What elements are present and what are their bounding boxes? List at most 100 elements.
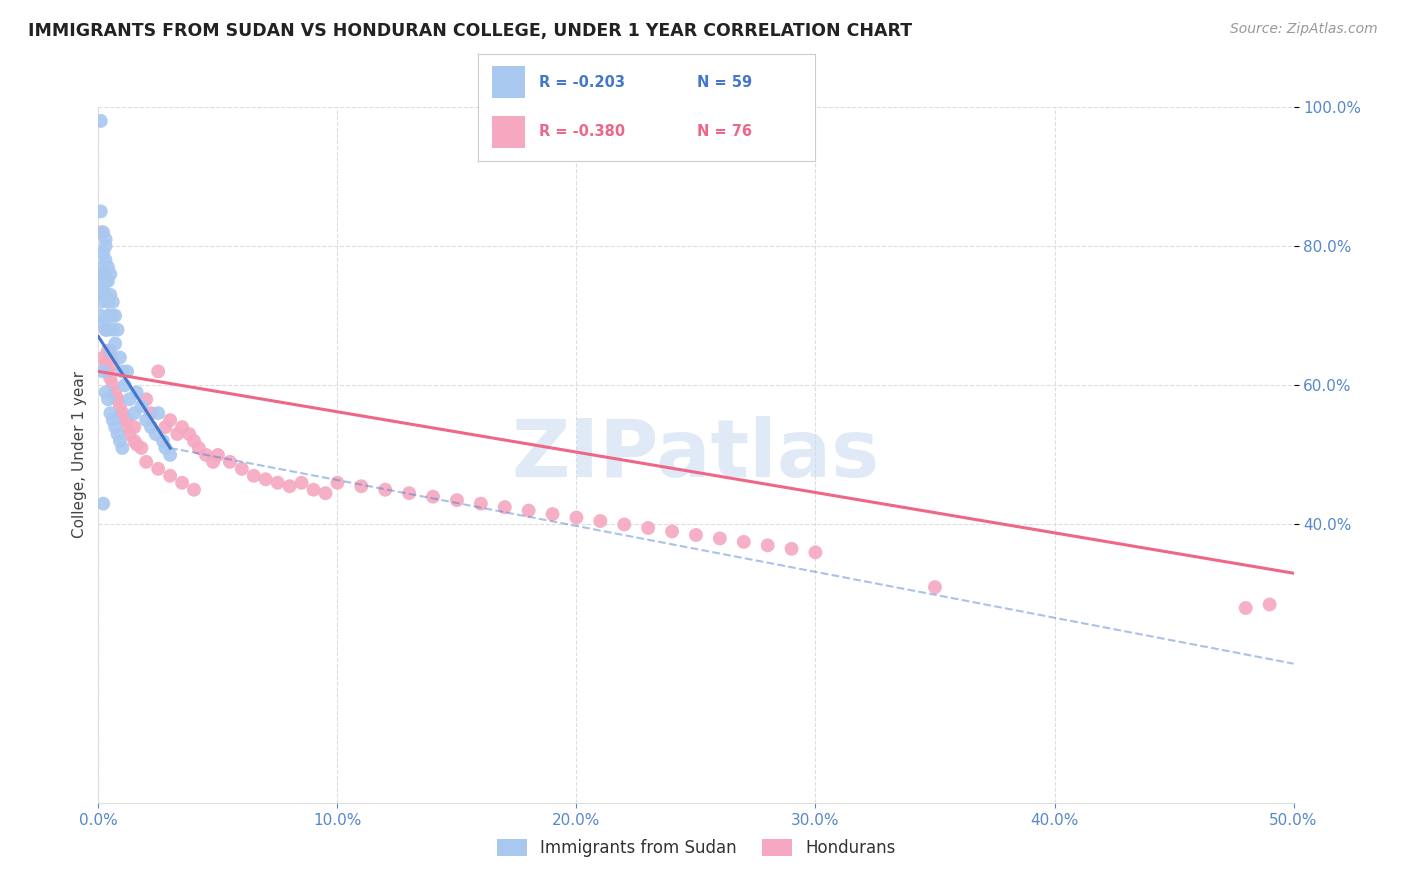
Point (422, 490, 444, 504)
Point (94, 232, 117, 246)
Point (124, 420, 146, 434)
Point (107, 323, 129, 337)
Point (101, 358, 124, 372)
Point (94, 239, 117, 253)
Point (90, 274, 112, 288)
Point (131, 441, 153, 455)
Point (111, 406, 134, 420)
Point (111, 406, 134, 420)
Point (155, 441, 177, 455)
Point (97, 274, 120, 288)
Point (115, 413, 138, 427)
Point (780, 541, 803, 556)
Point (91, 497, 114, 511)
Point (94, 323, 117, 337)
Point (152, 434, 174, 448)
Point (98, 343, 122, 358)
Point (104, 336, 127, 351)
Point (98, 371, 122, 385)
Y-axis label: College, Under 1 year: College, Under 1 year (72, 371, 87, 539)
Point (108, 434, 131, 448)
Point (924, 580, 946, 594)
Point (91, 351, 114, 365)
Point (172, 420, 194, 434)
Point (159, 448, 181, 462)
Point (565, 510, 588, 524)
Point (207, 448, 229, 462)
Point (756, 538, 779, 552)
Point (91, 281, 114, 295)
Point (135, 413, 157, 427)
Point (589, 514, 612, 528)
Point (91, 267, 114, 281)
Text: IMMIGRANTS FROM SUDAN VS HONDURAN COLLEGE, UNDER 1 YEAR CORRELATION CHART: IMMIGRANTS FROM SUDAN VS HONDURAN COLLEG… (28, 22, 912, 40)
Point (202, 455, 225, 469)
Point (114, 378, 136, 392)
Point (139, 406, 162, 420)
Point (101, 413, 124, 427)
Point (231, 462, 253, 476)
Point (97, 260, 120, 274)
Point (98, 288, 122, 302)
Point (124, 434, 146, 448)
Point (315, 486, 337, 500)
Point (98, 267, 122, 281)
Point (302, 483, 325, 497)
Point (108, 351, 131, 365)
Point (107, 427, 129, 442)
Point (470, 497, 492, 511)
Point (1258, 598, 1281, 612)
Point (267, 475, 290, 490)
Point (118, 392, 141, 407)
Point (179, 427, 201, 442)
Point (115, 364, 138, 378)
Point (90, 309, 112, 323)
Point (101, 378, 124, 392)
Point (125, 385, 148, 400)
Point (1234, 601, 1257, 615)
Point (111, 441, 134, 455)
Point (97, 309, 120, 323)
Point (159, 413, 181, 427)
Text: Source: ZipAtlas.com: Source: ZipAtlas.com (1230, 22, 1378, 37)
Point (243, 468, 266, 483)
Point (254, 472, 277, 486)
Point (90, 288, 112, 302)
Text: N = 76: N = 76 (697, 124, 752, 139)
Bar (492, 66, 526, 98)
Point (804, 545, 827, 559)
Point (159, 468, 181, 483)
Point (166, 427, 188, 442)
Point (98, 309, 122, 323)
Point (350, 479, 373, 493)
Point (131, 399, 153, 413)
Point (94, 288, 117, 302)
Point (91, 246, 114, 260)
Point (98, 406, 122, 420)
Point (446, 493, 468, 508)
Point (517, 503, 540, 517)
Point (104, 385, 127, 400)
Point (398, 486, 420, 500)
Point (91, 225, 114, 239)
Point (172, 475, 194, 490)
Point (97, 392, 120, 407)
Point (90, 225, 112, 239)
Point (709, 532, 731, 546)
Point (148, 462, 170, 476)
Point (637, 521, 659, 535)
Point (94, 274, 117, 288)
Point (135, 392, 157, 407)
Point (374, 483, 396, 497)
Point (107, 392, 129, 407)
Text: R = -0.203: R = -0.203 (538, 75, 624, 90)
Point (98, 351, 122, 365)
Text: N = 59: N = 59 (697, 75, 752, 90)
Point (661, 524, 683, 539)
Point (91, 364, 114, 378)
Point (97, 294, 120, 309)
Point (124, 406, 146, 420)
Point (219, 455, 242, 469)
Point (111, 364, 134, 378)
Point (90, 204, 112, 219)
